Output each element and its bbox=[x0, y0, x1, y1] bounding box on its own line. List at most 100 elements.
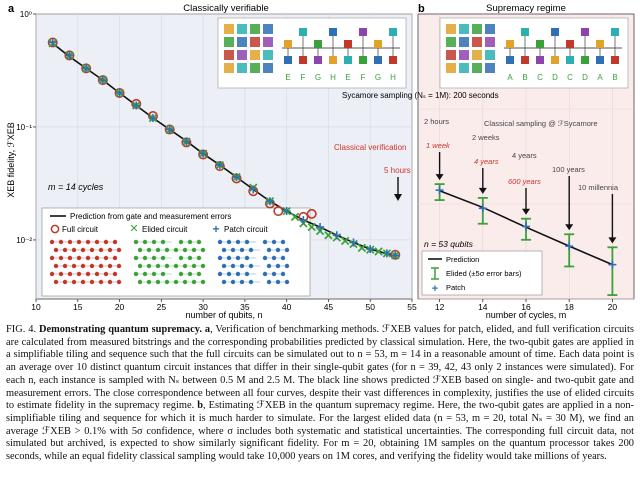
qubit-cell bbox=[224, 37, 234, 47]
lattice-node bbox=[112, 271, 118, 277]
qubit-cell bbox=[446, 63, 456, 73]
patch-circuit-point bbox=[349, 238, 358, 247]
qubit-pattern-label: B bbox=[612, 73, 617, 82]
panel-b-legend: Prediction Elided (±5σ error bars) + Pat… bbox=[421, 250, 543, 296]
qubit-cell bbox=[485, 50, 495, 60]
gate-block bbox=[551, 28, 559, 36]
lattice-node bbox=[280, 255, 286, 261]
caption-b-label: b bbox=[197, 400, 203, 412]
m-label: m = 14 cycles bbox=[48, 182, 104, 192]
lattice-node bbox=[284, 263, 290, 269]
gate-block bbox=[329, 56, 337, 64]
qubit-cell bbox=[472, 50, 482, 60]
gate-block bbox=[536, 40, 544, 48]
qubit-cell bbox=[459, 63, 469, 73]
gate-block bbox=[581, 56, 589, 64]
qubit-cell bbox=[472, 24, 482, 34]
patch-circuit-point bbox=[148, 114, 157, 123]
patch-circuit-point bbox=[132, 101, 141, 110]
x-tick-label-a: 35 bbox=[240, 302, 250, 312]
time-label: 2 weeks bbox=[472, 133, 500, 142]
x-tick-label-a: 20 bbox=[115, 302, 125, 312]
y-tick-label-a: 10⁰ bbox=[20, 10, 32, 19]
x-tick-label-a: 10 bbox=[31, 302, 41, 312]
qubit-cell bbox=[472, 63, 482, 73]
qubit-cell bbox=[237, 24, 247, 34]
qubit-cell bbox=[446, 50, 456, 60]
patch-circuit-point bbox=[391, 251, 400, 260]
patch-circuit-point bbox=[199, 149, 208, 158]
lattice-node bbox=[116, 279, 122, 285]
figure-caption: FIG. 4. Demonstrating quantum supremacy.… bbox=[6, 324, 634, 500]
gate-block bbox=[389, 28, 397, 36]
patch-circuit-point bbox=[299, 216, 308, 225]
gate-block bbox=[329, 28, 337, 36]
gate-block bbox=[521, 56, 529, 64]
patch-point-b bbox=[565, 242, 574, 251]
qubit-cell bbox=[485, 37, 495, 47]
qubit-cell bbox=[446, 37, 456, 47]
x-tick-label-b: 16 bbox=[521, 302, 531, 312]
elided-circuit-point bbox=[374, 247, 383, 256]
lattice-node bbox=[280, 239, 286, 245]
lattice-node bbox=[280, 271, 286, 277]
patch-circuit-point bbox=[82, 64, 91, 73]
panel-a-data bbox=[47, 37, 401, 260]
gate-block bbox=[596, 56, 604, 64]
time-label: 100 years bbox=[552, 165, 585, 174]
x-tick-label-b: 12 bbox=[435, 302, 445, 312]
full-circuit-point bbox=[273, 206, 284, 217]
caption-bold-title: Demonstrating quantum supremacy. bbox=[38, 324, 202, 335]
lattice-node bbox=[112, 239, 118, 245]
gate-block bbox=[611, 56, 619, 64]
lattice-node bbox=[200, 279, 206, 285]
time-arrows bbox=[435, 152, 617, 244]
qubit-pattern-label: H bbox=[390, 73, 396, 82]
gate-block bbox=[284, 56, 292, 64]
qubit-cell bbox=[237, 37, 247, 47]
caption-a-text: , Verification of benchmarking methods. … bbox=[6, 324, 634, 412]
qubit-cell bbox=[263, 24, 273, 34]
patch-circuit-point bbox=[316, 223, 325, 232]
legend-patch: Patch circuit bbox=[224, 225, 268, 234]
lattice-node bbox=[196, 271, 202, 277]
panel-b-letter: b bbox=[418, 3, 425, 15]
gate-block bbox=[581, 28, 589, 36]
qubit-cell bbox=[250, 50, 260, 60]
qubit-pattern-label: E bbox=[345, 73, 350, 82]
elided-circuit-point bbox=[324, 231, 333, 240]
y-axis-title-a: XEB fidelity, ℱXEB bbox=[6, 122, 16, 197]
legend-elided: Elided circuit bbox=[142, 225, 188, 234]
svg-text:✕: ✕ bbox=[129, 223, 138, 235]
patch-circuit-point bbox=[265, 197, 274, 206]
gate-block bbox=[521, 28, 529, 36]
qubit-cell bbox=[224, 63, 234, 73]
lattice-node bbox=[284, 247, 290, 253]
gate-block bbox=[284, 40, 292, 48]
time-label: 10 millennia bbox=[578, 183, 619, 192]
gate-block bbox=[314, 56, 322, 64]
qubit-cell bbox=[459, 24, 469, 34]
qubit-pattern-label: D bbox=[582, 73, 588, 82]
full-circuit-lattice bbox=[49, 239, 122, 285]
panel-a-ticks: 10 15 20 25 30 35 40 45 50 55 10⁻² 10⁻¹ 10⁰ bbox=[16, 10, 417, 312]
full-circuit-point bbox=[64, 50, 75, 61]
lattice-node bbox=[116, 247, 122, 253]
legend-full: Full circuit bbox=[62, 225, 99, 234]
gate-block bbox=[566, 56, 574, 64]
x-tick-label-b: 18 bbox=[564, 302, 574, 312]
patch-point-b bbox=[478, 204, 487, 213]
x-axis-title-b: number of cycles, m bbox=[486, 310, 567, 320]
lattice-node bbox=[200, 263, 206, 269]
gate-block bbox=[299, 28, 307, 36]
gate-block bbox=[299, 56, 307, 64]
legend-elided-b: Elided (±5σ error bars) bbox=[446, 269, 522, 278]
x-tick-label-a: 45 bbox=[324, 302, 334, 312]
full-circuit-point bbox=[97, 75, 108, 86]
elided-circuit-point bbox=[340, 236, 350, 246]
panel-b-data bbox=[434, 183, 618, 296]
qubit-cell bbox=[224, 50, 234, 60]
gate-block bbox=[344, 40, 352, 48]
qubit-cell bbox=[263, 37, 273, 47]
